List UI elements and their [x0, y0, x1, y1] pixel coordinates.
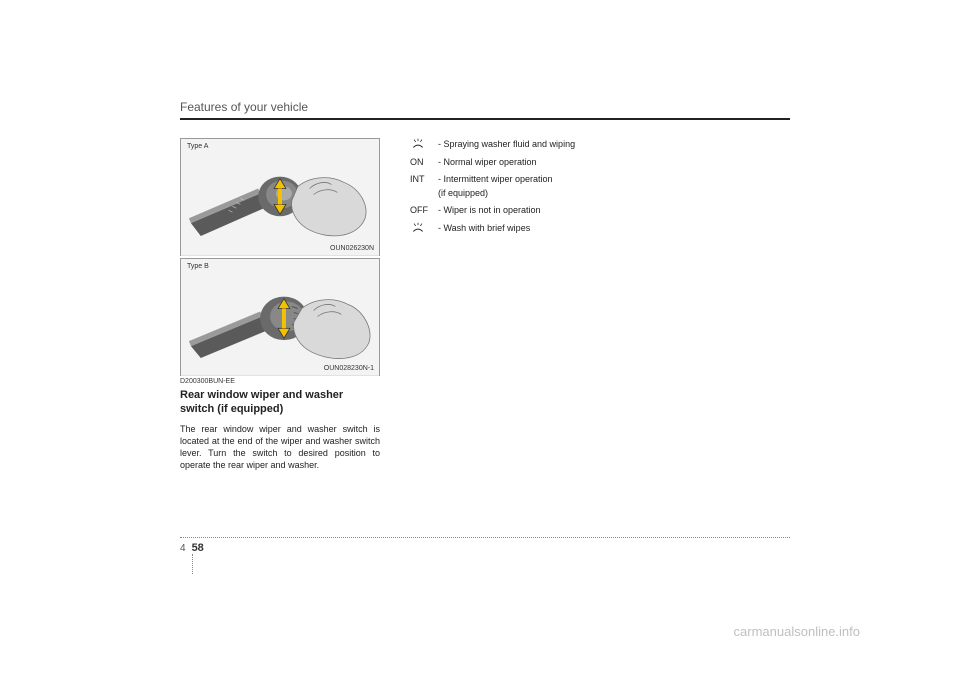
op-key: ON: [410, 156, 438, 170]
figure-b-code: OUN028230N-1: [324, 365, 374, 372]
op-desc-main: - Intermittent wiper operation: [438, 174, 553, 184]
footer-tick: [192, 554, 790, 574]
left-column: Type A: [180, 138, 380, 471]
op-row-wash: - Wash with brief wipes: [410, 222, 610, 236]
page-footer: 4 58: [180, 537, 790, 574]
washer-wash-icon: [410, 222, 438, 236]
figure-b-type-label: Type B: [187, 263, 209, 270]
op-desc: - Wiper is not in operation: [438, 204, 610, 218]
op-desc-sub: (if equipped): [438, 187, 610, 201]
op-key: OFF: [410, 204, 438, 218]
figure-a-type-label: Type A: [187, 143, 208, 150]
op-row-on: ON - Normal wiper operation: [410, 156, 610, 170]
document-id: D200300BUN-EE: [180, 378, 380, 385]
op-row-spray: - Spraying washer fluid and wiping: [410, 138, 610, 152]
page-number: 4 58: [180, 542, 790, 554]
section-number: 4: [180, 543, 186, 554]
op-desc: - Wash with brief wipes: [438, 222, 610, 236]
washer-spray-icon: [410, 138, 438, 152]
section-header: Features of your vehicle: [180, 100, 790, 120]
page-num: 58: [192, 542, 204, 554]
op-row-off: OFF - Wiper is not in operation: [410, 204, 610, 218]
body-paragraph: The rear window wiper and washer switch …: [180, 423, 380, 472]
op-desc: - Normal wiper operation: [438, 156, 610, 170]
stalk-hand-illustration-a: [181, 139, 379, 256]
figure-type-a: Type A: [180, 138, 380, 256]
figure-type-b: Type B: [180, 258, 380, 376]
subsection-heading: Rear window wiper and washer switch (if …: [180, 389, 380, 417]
op-key: INT: [410, 173, 438, 200]
watermark-text: carmanualsonline.info: [734, 624, 860, 639]
stalk-hand-illustration-b: [181, 259, 379, 376]
figure-a-code: OUN026230N: [330, 245, 374, 252]
content-columns: Type A: [180, 138, 790, 471]
op-desc: - Spraying washer fluid and wiping: [438, 138, 610, 152]
op-row-int: INT - Intermittent wiper operation (if e…: [410, 173, 610, 200]
operations-list: - Spraying washer fluid and wiping ON - …: [410, 138, 610, 235]
op-desc: - Intermittent wiper operation (if equip…: [438, 173, 610, 200]
right-column: - Spraying washer fluid and wiping ON - …: [410, 138, 610, 471]
